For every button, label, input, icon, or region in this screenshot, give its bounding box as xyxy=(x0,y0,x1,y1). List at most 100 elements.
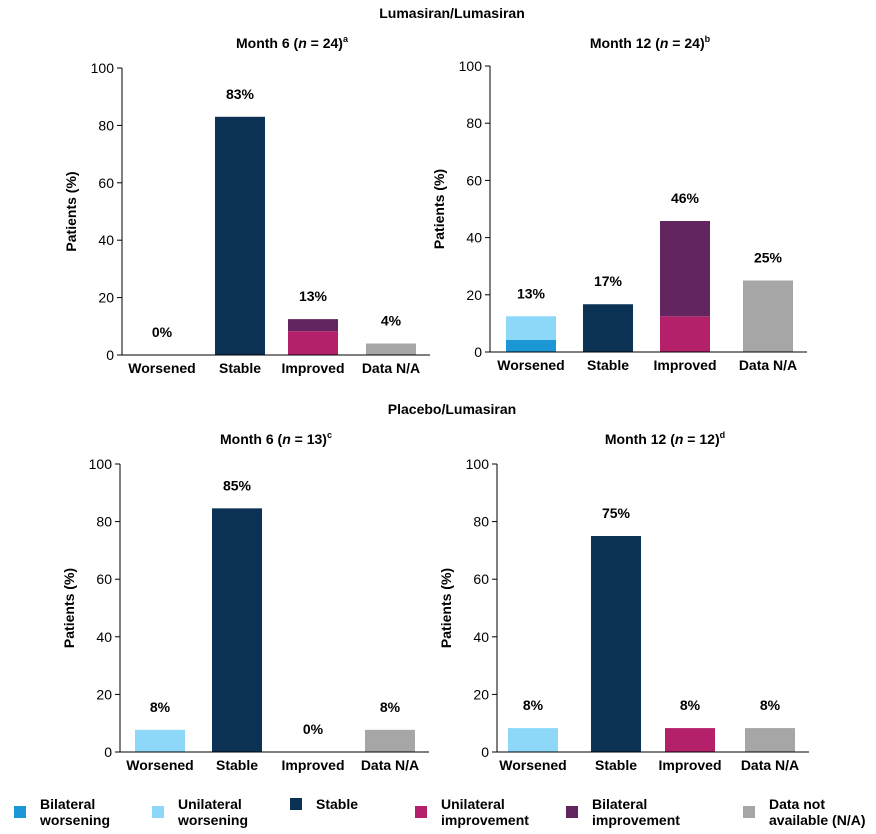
bar-segment xyxy=(506,316,556,340)
x-tick-label: Data N/A xyxy=(741,757,799,773)
value-label: 8% xyxy=(523,697,544,713)
title-part: n xyxy=(660,35,669,51)
bar-segment xyxy=(660,316,710,352)
chart-title: Month 6 (n = 13)c xyxy=(220,430,332,447)
title-part: c xyxy=(327,430,332,440)
value-label: 0% xyxy=(152,324,173,340)
legend-label: Data not available (N/A) xyxy=(769,796,866,828)
section-heading: Placebo/Lumasiran xyxy=(388,401,516,417)
x-tick-label: Improved xyxy=(653,357,716,373)
y-tick-label: 20 xyxy=(466,287,482,303)
x-tick-label: Stable xyxy=(587,357,629,373)
legend-label: Stable xyxy=(316,796,359,812)
title-part: Month 6 ( xyxy=(220,431,283,447)
bar-segment xyxy=(508,728,558,752)
y-axis-label: Patients (%) xyxy=(63,171,79,251)
x-tick-label: Stable xyxy=(219,360,261,376)
y-tick-label: 80 xyxy=(473,514,489,530)
x-tick-label: Improved xyxy=(658,757,721,773)
x-tick-label: Stable xyxy=(595,757,637,773)
bar-segment xyxy=(212,508,262,752)
x-tick-label: Worsened xyxy=(497,357,564,373)
y-tick-label: 0 xyxy=(481,744,489,760)
y-tick-label: 100 xyxy=(466,456,490,472)
legend-swatch xyxy=(290,798,302,810)
y-tick-label: 80 xyxy=(98,117,114,133)
chart-title: Month 12 (n = 24)b xyxy=(590,34,711,51)
value-label: 83% xyxy=(226,86,255,102)
y-tick-label: 20 xyxy=(96,686,112,702)
title-part: n xyxy=(675,431,684,447)
legend-swatch xyxy=(152,806,164,818)
legend: Bilateral worsening Unilateral worsening S… xyxy=(0,792,876,834)
y-axis-label: Patients (%) xyxy=(438,568,454,648)
legend-item: Data not available (N/A) xyxy=(743,796,869,828)
value-label: 0% xyxy=(303,721,324,737)
section-heading: Lumasiran/Lumasiran xyxy=(379,5,525,21)
legend-item: Unilateral improvement xyxy=(415,796,541,828)
y-tick-label: 0 xyxy=(474,344,482,360)
title-part: b xyxy=(705,34,711,44)
title-part: = 13) xyxy=(291,431,327,447)
legend-label: Bilateral improvement xyxy=(592,796,680,828)
legend-swatch xyxy=(14,806,26,818)
value-label: 8% xyxy=(380,699,401,715)
y-tick-label: 80 xyxy=(96,514,112,530)
y-tick-label: 40 xyxy=(96,629,112,645)
legend-item: Unilateral worsening xyxy=(152,796,278,828)
bar-segment xyxy=(135,729,185,752)
legend-item: Bilateral improvement xyxy=(566,796,692,828)
y-tick-label: 60 xyxy=(466,172,482,188)
value-label: 8% xyxy=(150,699,171,715)
chart-title: Month 12 (n = 12)d xyxy=(605,430,725,447)
value-label: 8% xyxy=(760,697,781,713)
y-tick-label: 60 xyxy=(473,571,489,587)
value-label: 13% xyxy=(517,285,546,301)
bar-segment xyxy=(288,331,338,355)
x-tick-label: Data N/A xyxy=(739,357,797,373)
bar-segment xyxy=(665,728,715,752)
value-label: 75% xyxy=(602,505,631,521)
bar-segment xyxy=(591,536,641,752)
x-tick-label: Worsened xyxy=(126,757,193,773)
bar-segment xyxy=(506,339,556,352)
title-part: Month 12 ( xyxy=(605,431,675,447)
bar-segment xyxy=(743,280,793,352)
y-tick-label: 40 xyxy=(466,230,482,246)
title-part: n xyxy=(298,35,307,51)
y-tick-label: 20 xyxy=(473,686,489,702)
x-tick-label: Worsened xyxy=(499,757,566,773)
value-label: 85% xyxy=(223,477,252,493)
y-tick-label: 0 xyxy=(104,744,112,760)
title-part: n xyxy=(282,431,291,447)
y-tick-label: 0 xyxy=(106,347,114,363)
value-label: 8% xyxy=(680,697,701,713)
legend-swatch xyxy=(566,806,578,818)
y-tick-label: 100 xyxy=(91,60,115,76)
bar-segment xyxy=(365,729,415,752)
bar-segment xyxy=(583,304,633,352)
x-tick-label: Stable xyxy=(216,757,258,773)
bar-segment xyxy=(215,116,265,355)
title-part: Month 6 ( xyxy=(236,35,299,51)
legend-swatch xyxy=(415,806,427,818)
chart-title: Month 6 (n = 24)a xyxy=(236,34,349,51)
legend-label: Unilateral worsening xyxy=(178,796,249,828)
x-tick-label: Data N/A xyxy=(361,757,419,773)
legend-swatch xyxy=(743,806,755,818)
title-part: = 24) xyxy=(307,35,343,51)
title-part: d xyxy=(720,430,726,440)
bar-segment xyxy=(366,343,416,355)
y-tick-label: 20 xyxy=(98,290,114,306)
bar-segment xyxy=(288,319,338,332)
title-part: a xyxy=(343,34,349,44)
x-tick-label: Data N/A xyxy=(362,360,420,376)
bar-segment xyxy=(745,728,795,752)
y-axis-label: Patients (%) xyxy=(431,169,447,249)
y-axis-label: Patients (%) xyxy=(61,568,77,648)
value-label: 25% xyxy=(754,250,783,266)
y-tick-label: 100 xyxy=(89,456,113,472)
legend-item: Bilateral worsening xyxy=(14,796,140,828)
